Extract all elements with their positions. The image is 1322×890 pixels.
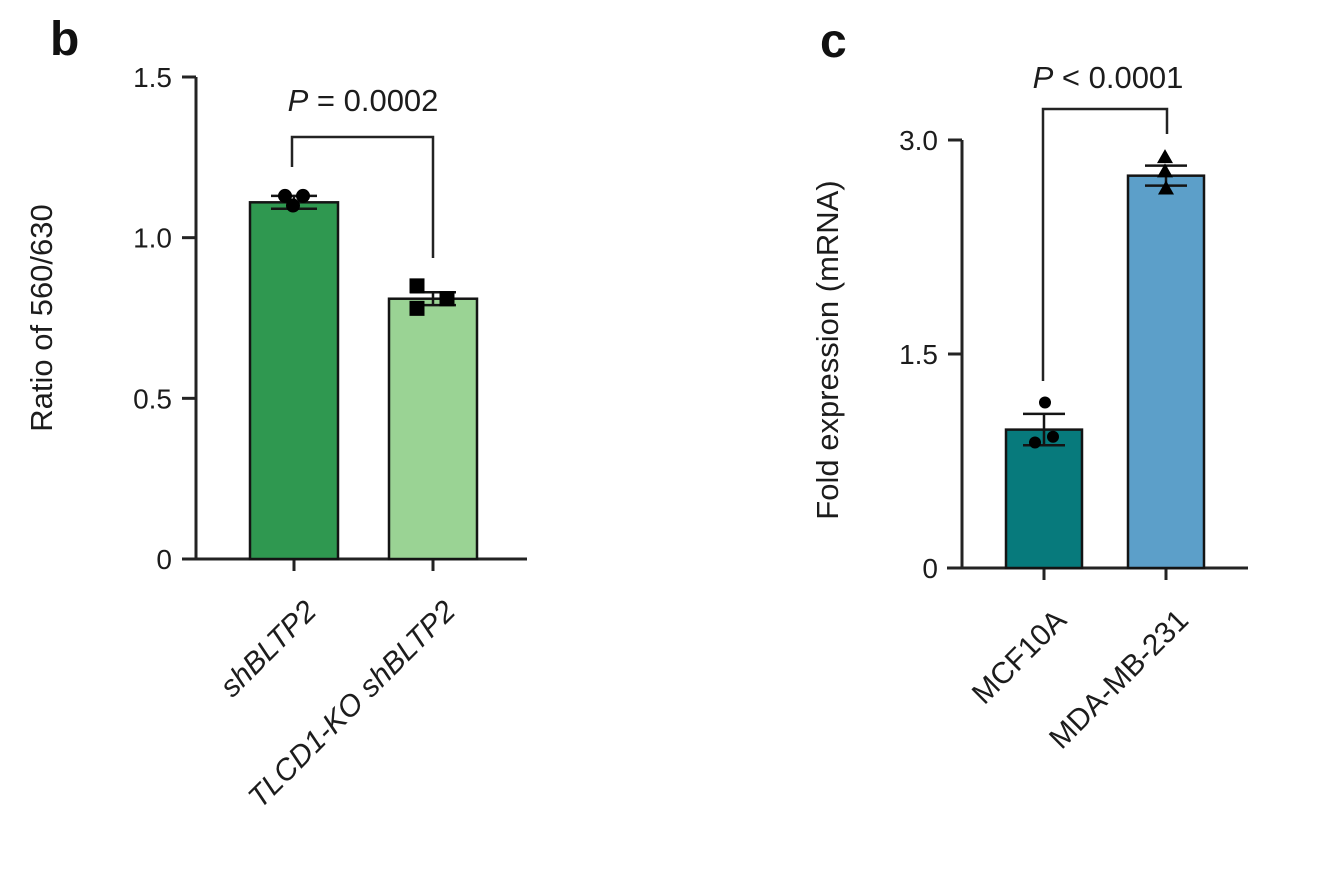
y-axis-title: Fold expression (mRNA) (810, 180, 845, 519)
data-point-triangle (1158, 180, 1174, 195)
data-point-triangle (1157, 149, 1173, 164)
y-tick-label: 1.0 (133, 223, 172, 254)
bar-tlcd1-ko-shbltp2 (387, 297, 479, 561)
data-point-circle (1029, 436, 1041, 449)
data-point-square (409, 278, 425, 294)
y-tick-label: 0.5 (133, 383, 172, 414)
panel-label-c: c (820, 15, 847, 68)
bar-mcf10a (1004, 428, 1084, 570)
data-point-circle (286, 198, 300, 213)
y-tick-label: 3.0 (899, 125, 938, 156)
y-tick-label: 0 (922, 553, 938, 584)
significance-bracket (290, 135, 435, 258)
data-point-triangle (1157, 163, 1173, 178)
p-value-text: P < 0.0001 (1033, 60, 1184, 95)
data-point-circle (278, 188, 292, 203)
data-point-square (439, 291, 455, 307)
data-point-circle (1039, 396, 1051, 409)
y-tick-label: 1.5 (133, 62, 172, 93)
y-tick-label: 1.5 (899, 339, 938, 370)
p-value-text: P = 0.0002 (288, 83, 439, 118)
data-point-circle (296, 188, 310, 203)
significance-bracket (1041, 107, 1169, 381)
y-axis-title: Ratio of 560/630 (24, 204, 59, 432)
x-category-label: shBLTP2 (214, 594, 323, 703)
bar-mda-mb-231 (1126, 174, 1206, 570)
data-point-circle (1047, 430, 1059, 443)
x-category-label: MCF10A (966, 604, 1073, 711)
bar-shbltp2 (248, 201, 340, 561)
data-point-square (409, 300, 425, 316)
panel-label-b: b (50, 13, 80, 66)
y-tick-label: 0 (156, 544, 172, 575)
